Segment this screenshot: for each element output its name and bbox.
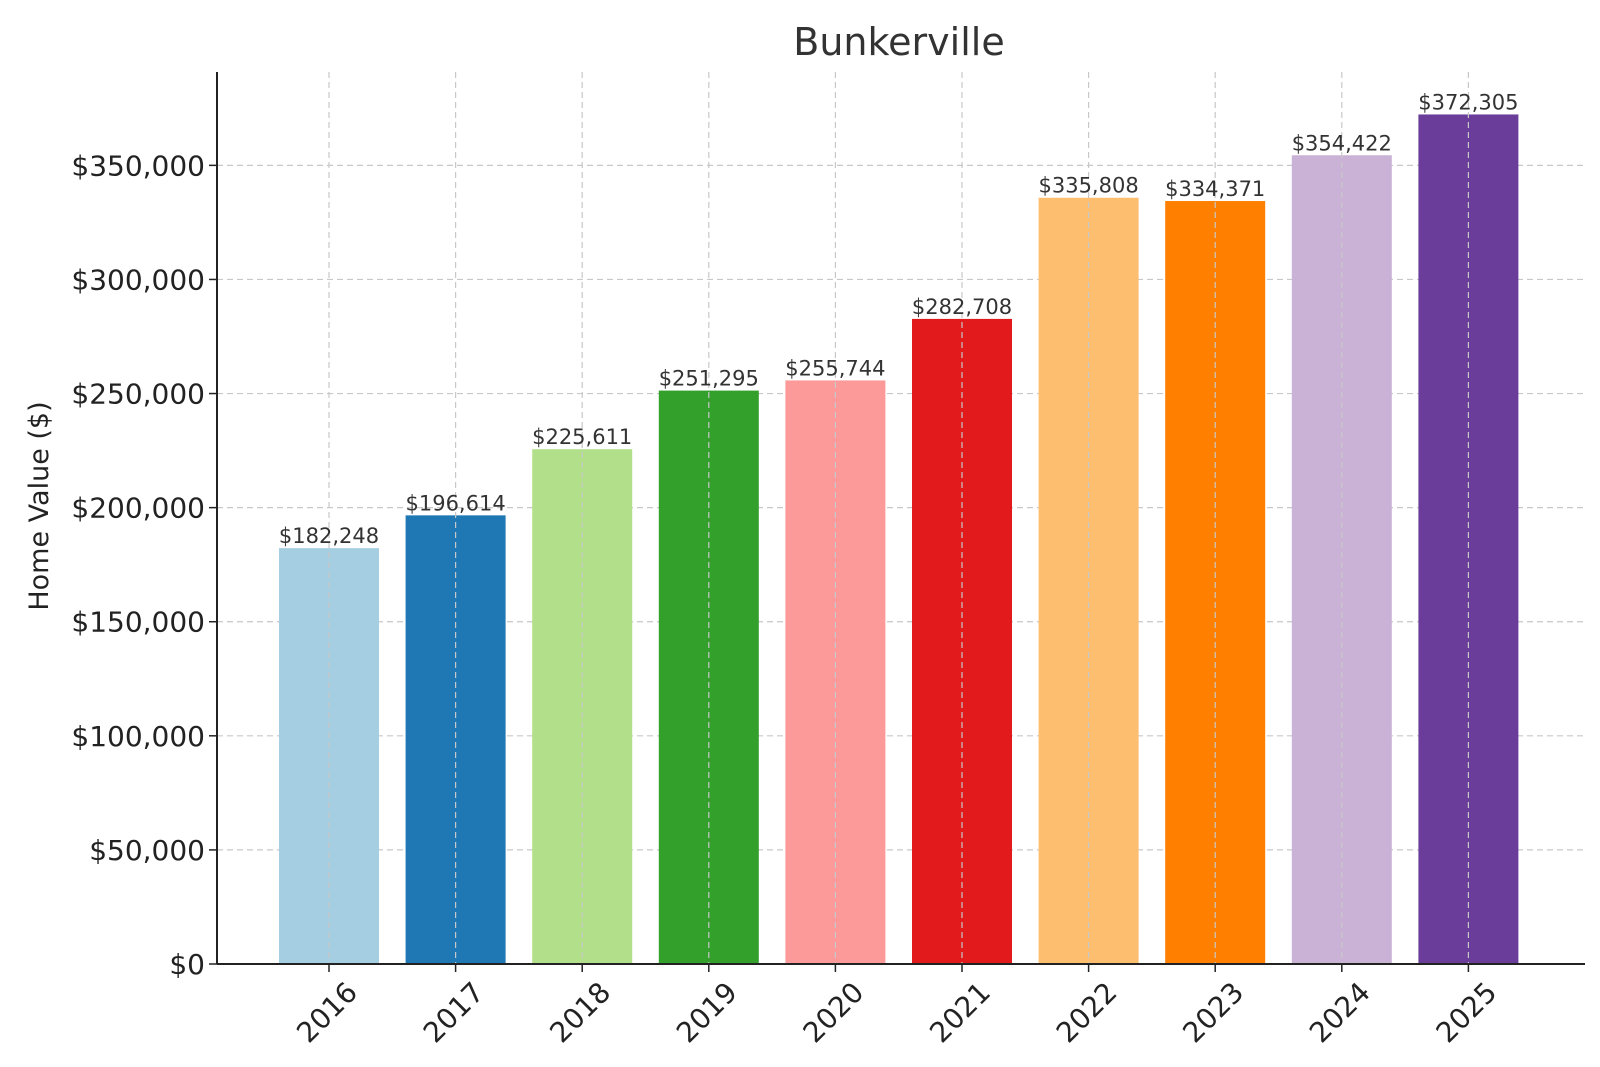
y-tick-label: $250,000 xyxy=(71,378,205,411)
bar-2024 xyxy=(1291,155,1392,964)
x-tick-label: 2021 xyxy=(923,976,997,1050)
y-axis-label: Home Value ($) xyxy=(24,401,55,610)
x-tick-label: 2023 xyxy=(1176,976,1250,1050)
y-tick-label: $300,000 xyxy=(71,263,205,296)
x-tick-label: 2025 xyxy=(1430,976,1504,1050)
bars-layer xyxy=(279,114,1519,965)
x-tick-label: 2016 xyxy=(290,976,364,1050)
data-label: $372,305 xyxy=(1418,90,1518,114)
y-tick-label: $200,000 xyxy=(71,492,205,525)
y-tick-label: $50,000 xyxy=(89,834,205,867)
axes-layer xyxy=(209,72,1585,972)
x-tick-label: 2024 xyxy=(1303,976,1377,1050)
x-grid-layer xyxy=(328,72,1470,964)
data-label: $196,614 xyxy=(405,491,505,515)
x-tick-label: 2020 xyxy=(797,976,871,1050)
y-tick-label: $100,000 xyxy=(71,720,205,753)
chart-title: Bunkerville xyxy=(793,20,1004,64)
data-label: $334,371 xyxy=(1165,177,1265,201)
data-label: $335,808 xyxy=(1038,174,1138,198)
data-label: $225,611 xyxy=(532,425,632,449)
x-tick-label: 2019 xyxy=(670,976,744,1050)
x-tick-label: 2017 xyxy=(417,976,491,1050)
y-tick-label: $0 xyxy=(169,948,205,981)
data-label: $282,708 xyxy=(912,295,1012,319)
data-label: $255,744 xyxy=(785,356,885,380)
data-label: $182,248 xyxy=(279,524,379,548)
x-tick-label: 2018 xyxy=(543,976,617,1050)
data-label: $251,295 xyxy=(659,367,759,391)
x-tick-label: 2022 xyxy=(1050,976,1124,1050)
bar-2017 xyxy=(405,515,506,964)
data-label: $354,422 xyxy=(1292,131,1392,155)
y-tick-label: $150,000 xyxy=(71,606,205,639)
y-tick-label: $350,000 xyxy=(71,149,205,182)
